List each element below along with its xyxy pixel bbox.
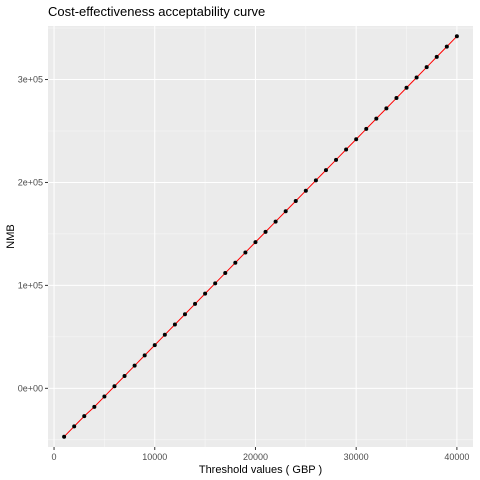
x-axis-label: Threshold values ( GBP ) <box>199 464 322 476</box>
data-point <box>283 209 288 214</box>
x-tick-label: 40000 <box>444 452 469 462</box>
grid <box>48 26 473 447</box>
data-point <box>414 75 419 80</box>
x-tick-label: 30000 <box>344 452 369 462</box>
data-point <box>293 198 298 203</box>
data-point <box>273 219 278 224</box>
data-point <box>172 322 177 327</box>
x-axis: 0 10000 20000 30000 40000 <box>52 447 469 462</box>
data-point <box>444 44 449 49</box>
data-point <box>132 363 137 368</box>
y-axis: 0e+00 1e+05 2e+05 3e+05 <box>18 75 48 393</box>
data-point <box>394 96 399 101</box>
y-axis-label: NMB <box>5 224 17 248</box>
data-point <box>162 332 167 337</box>
data-point <box>424 65 429 70</box>
data-point <box>223 271 228 276</box>
series-line <box>63 35 458 438</box>
data-point <box>62 434 67 439</box>
data-point <box>434 54 439 59</box>
data-point <box>92 404 97 409</box>
data-point <box>193 301 198 306</box>
x-tick-label: 20000 <box>243 452 268 462</box>
data-point <box>72 424 77 429</box>
chart-title: Cost-effectiveness acceptability curve <box>48 4 265 19</box>
data-point <box>404 85 409 90</box>
data-point <box>354 137 359 142</box>
series-layer <box>62 34 459 439</box>
data-point <box>213 281 218 286</box>
data-point <box>263 229 268 234</box>
data-point <box>344 147 349 152</box>
x-tick-label: 0 <box>52 452 57 462</box>
data-point <box>243 250 248 255</box>
data-point <box>112 384 117 389</box>
data-point <box>82 414 87 419</box>
y-tick-label: 2e+05 <box>18 177 43 187</box>
data-point <box>233 260 238 265</box>
data-point <box>374 116 379 121</box>
x-tick-label: 10000 <box>142 452 167 462</box>
data-point <box>303 188 308 193</box>
data-point <box>102 394 107 399</box>
data-point <box>454 34 459 39</box>
y-tick-label: 0e+00 <box>18 383 43 393</box>
data-point <box>122 373 127 378</box>
data-point <box>182 312 187 317</box>
data-point <box>313 178 318 183</box>
data-point <box>323 168 328 173</box>
data-point <box>152 343 157 348</box>
data-point <box>384 106 389 111</box>
data-point <box>142 353 147 358</box>
data-point <box>203 291 208 296</box>
data-point <box>253 240 258 245</box>
data-point <box>334 157 339 162</box>
y-tick-label: 3e+05 <box>18 75 43 85</box>
data-point <box>364 126 369 131</box>
y-tick-label: 1e+05 <box>18 280 43 290</box>
